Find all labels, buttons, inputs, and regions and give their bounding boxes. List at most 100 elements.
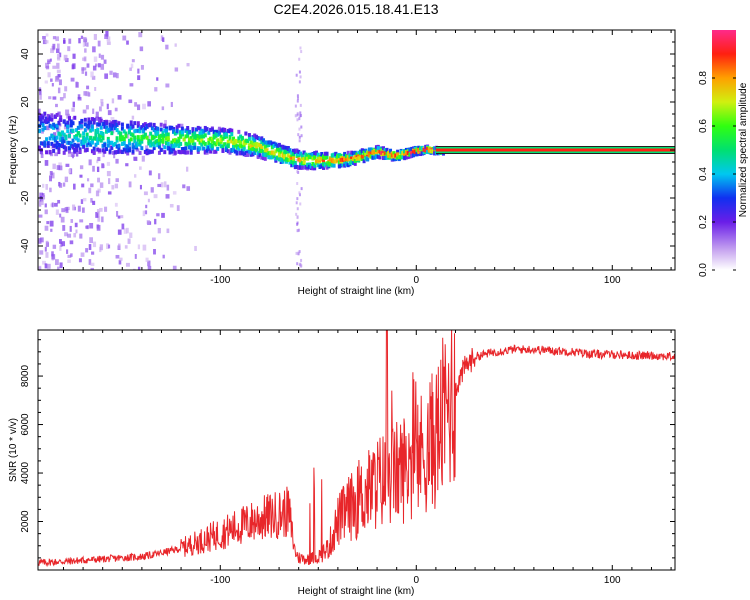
heatmap-cell <box>95 211 99 218</box>
heatmap-cell <box>214 132 218 137</box>
heatmap-cell <box>66 129 70 134</box>
heatmap-cell <box>55 209 59 215</box>
heatmap-cell <box>320 154 324 159</box>
heatmap-cell <box>309 164 313 169</box>
heatmap-cell <box>90 127 94 132</box>
heatmap-cell <box>126 144 130 149</box>
heatmap-cell <box>135 128 139 133</box>
heatmap-cell <box>58 162 62 166</box>
heatmap-cell <box>51 251 54 257</box>
heatmap-cell <box>83 128 87 133</box>
heatmap-cell <box>212 149 216 154</box>
heatmap-cell <box>240 135 244 140</box>
heatmap-cell <box>159 122 163 127</box>
heatmap-cell <box>112 123 116 128</box>
heatmap-cell <box>426 149 430 154</box>
heatmap-cell <box>299 46 302 50</box>
heatmap-cell <box>256 151 260 156</box>
heatmap-cell <box>90 117 94 122</box>
heatmap-cell <box>431 149 435 154</box>
heatmap-cell <box>193 131 197 136</box>
heatmap-cell <box>62 225 66 231</box>
heatmap-cell <box>174 67 179 72</box>
heatmap-cell <box>80 124 84 129</box>
heatmap-cell <box>175 129 179 134</box>
x-tick-label: -100 <box>210 575 230 586</box>
heatmap-cell <box>71 121 75 126</box>
heatmap-cell <box>152 128 156 133</box>
heatmap-cell <box>52 96 57 100</box>
heatmap-cell <box>232 148 236 153</box>
heatmap-cell <box>367 152 371 157</box>
heatmap-cell <box>57 111 61 116</box>
heatmap-cell <box>163 150 167 155</box>
heatmap-cell <box>339 163 343 168</box>
heatmap-cell <box>186 142 190 147</box>
heatmap-cell <box>44 263 48 269</box>
heatmap-cell <box>106 36 111 42</box>
heatmap-cell <box>224 134 228 139</box>
heatmap-cell <box>143 126 147 131</box>
heatmap-cell <box>140 136 144 141</box>
heatmap-cell <box>57 131 61 136</box>
heatmap-cell <box>121 223 125 230</box>
heatmap-cell <box>353 150 357 155</box>
heatmap-cell <box>45 118 49 123</box>
heatmap-cell <box>133 129 137 134</box>
heatmap-cell <box>297 251 300 255</box>
heatmap-cell <box>54 76 59 82</box>
heatmap-cell <box>134 102 138 107</box>
heatmap-cell <box>209 136 213 141</box>
heatmap-cell <box>116 73 119 79</box>
heatmap-cell <box>433 146 437 151</box>
heatmap-cell <box>106 143 110 148</box>
heatmap-cell <box>228 129 232 134</box>
heatmap-cell <box>131 133 135 138</box>
heatmap-cell <box>147 141 151 146</box>
heatmap-cell <box>44 80 48 84</box>
heatmap-cell <box>89 237 93 244</box>
heatmap-cell <box>267 155 271 160</box>
heatmap-cell <box>138 32 143 38</box>
heatmap-cell <box>108 140 112 145</box>
heatmap-cell <box>299 202 302 206</box>
heatmap-cell <box>170 125 174 130</box>
heatmap-cell <box>168 150 172 155</box>
heatmap-cell <box>383 151 387 156</box>
heatmap-cell <box>62 145 66 150</box>
heatmap-cell <box>89 135 93 140</box>
heatmap-cell <box>262 152 266 157</box>
heatmap-cell <box>52 65 57 69</box>
heatmap-cell <box>299 103 302 107</box>
heatmap-cell <box>41 141 45 146</box>
heatmap-cell <box>137 75 141 81</box>
heatmap-cell <box>283 157 287 162</box>
snr-axes: -100 0 100 2000 4000 6000 8000 <box>20 330 675 586</box>
heatmap-cell <box>57 266 60 270</box>
heatmap-cell <box>59 118 63 123</box>
heatmap-cell <box>411 153 415 158</box>
heatmap-cell <box>399 149 403 154</box>
heatmap-cell <box>42 35 46 40</box>
heatmap-cell <box>83 137 87 142</box>
heatmap-cell <box>66 140 70 145</box>
heatmap-cell <box>78 147 82 152</box>
heatmap-cell <box>59 115 63 120</box>
heatmap-cell <box>374 151 378 156</box>
heatmap-cell <box>84 40 87 47</box>
heatmap-cell <box>41 123 45 128</box>
heatmap-cell <box>258 149 262 154</box>
heatmap-cell <box>288 160 292 165</box>
heatmap-cell <box>114 183 119 189</box>
heatmap-cell <box>122 147 126 152</box>
heatmap-cell <box>110 117 115 121</box>
heatmap-cell <box>128 181 132 188</box>
heatmap-cell <box>46 263 51 269</box>
heatmap-cell <box>80 252 85 257</box>
heatmap-cell <box>149 143 153 148</box>
heatmap-cell <box>113 154 116 159</box>
heatmap-cell <box>207 140 211 145</box>
heatmap-cell <box>62 139 66 144</box>
heatmap-cell <box>63 126 67 130</box>
heatmap-cell <box>150 126 154 131</box>
